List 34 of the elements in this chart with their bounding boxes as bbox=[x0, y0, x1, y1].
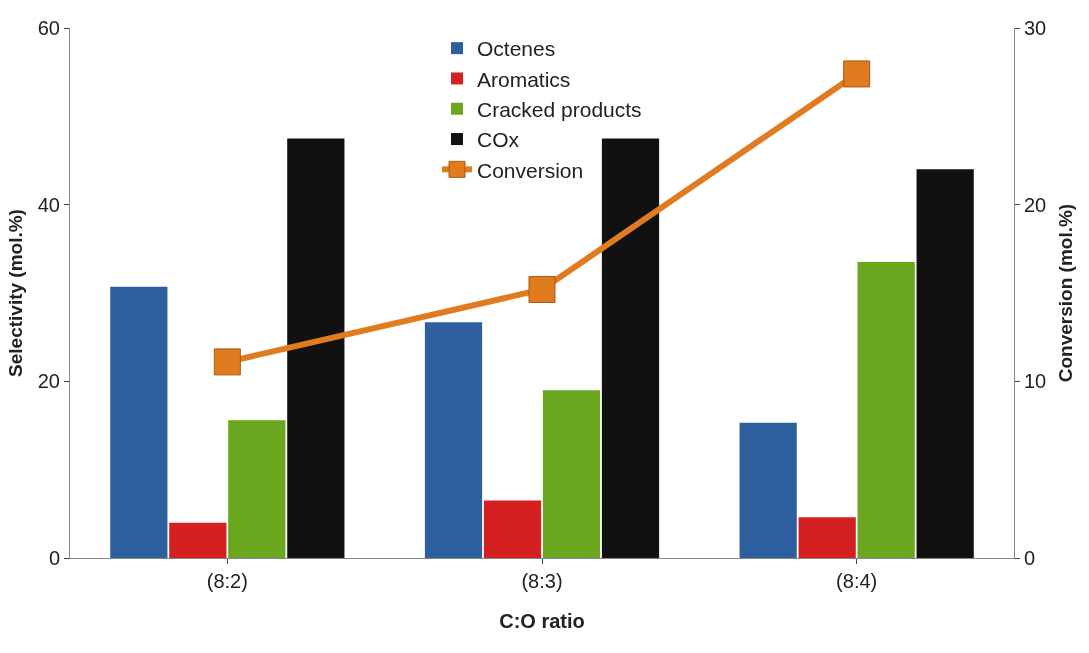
bar bbox=[110, 286, 168, 558]
bar bbox=[857, 262, 915, 558]
y-axis-title: Selectivity (mol.%) bbox=[5, 209, 26, 377]
bar bbox=[916, 169, 974, 558]
bar bbox=[798, 517, 856, 558]
point bbox=[843, 60, 871, 88]
x-tick-label: (8:2) bbox=[206, 570, 248, 592]
bar bbox=[287, 138, 345, 558]
y-tick-label: 40 bbox=[37, 193, 60, 216]
bar bbox=[169, 522, 227, 558]
legend-label: Octenes bbox=[477, 37, 556, 61]
bar bbox=[739, 422, 797, 558]
bar bbox=[483, 500, 542, 558]
y2-tick-label: 30 bbox=[1024, 17, 1047, 39]
legend-label: COx bbox=[477, 128, 520, 152]
bar bbox=[542, 390, 601, 558]
legend-label: Aromatics bbox=[477, 67, 571, 91]
y-tick-label: 20 bbox=[37, 370, 60, 393]
legend-label: Conversion bbox=[477, 158, 584, 182]
bar bbox=[424, 322, 483, 558]
y2-tick-label: 10 bbox=[1024, 370, 1047, 393]
bar bbox=[601, 138, 660, 558]
point bbox=[213, 348, 241, 376]
y2-axis-title: Conversion (mol.%) bbox=[1054, 203, 1076, 383]
y2-tick-label: 20 bbox=[1024, 193, 1047, 216]
y-tick-label: 0 bbox=[48, 547, 60, 569]
x-tick-label: (8:3) bbox=[521, 570, 563, 592]
legend-label: Cracked products bbox=[477, 97, 642, 121]
x-axis-title: C:O ratio bbox=[499, 610, 585, 632]
bar bbox=[228, 420, 286, 558]
y2-tick-label: 0 bbox=[1024, 547, 1036, 569]
y-tick-label: 60 bbox=[37, 17, 60, 39]
point bbox=[528, 275, 556, 303]
x-tick-label: (8:4) bbox=[836, 570, 878, 592]
